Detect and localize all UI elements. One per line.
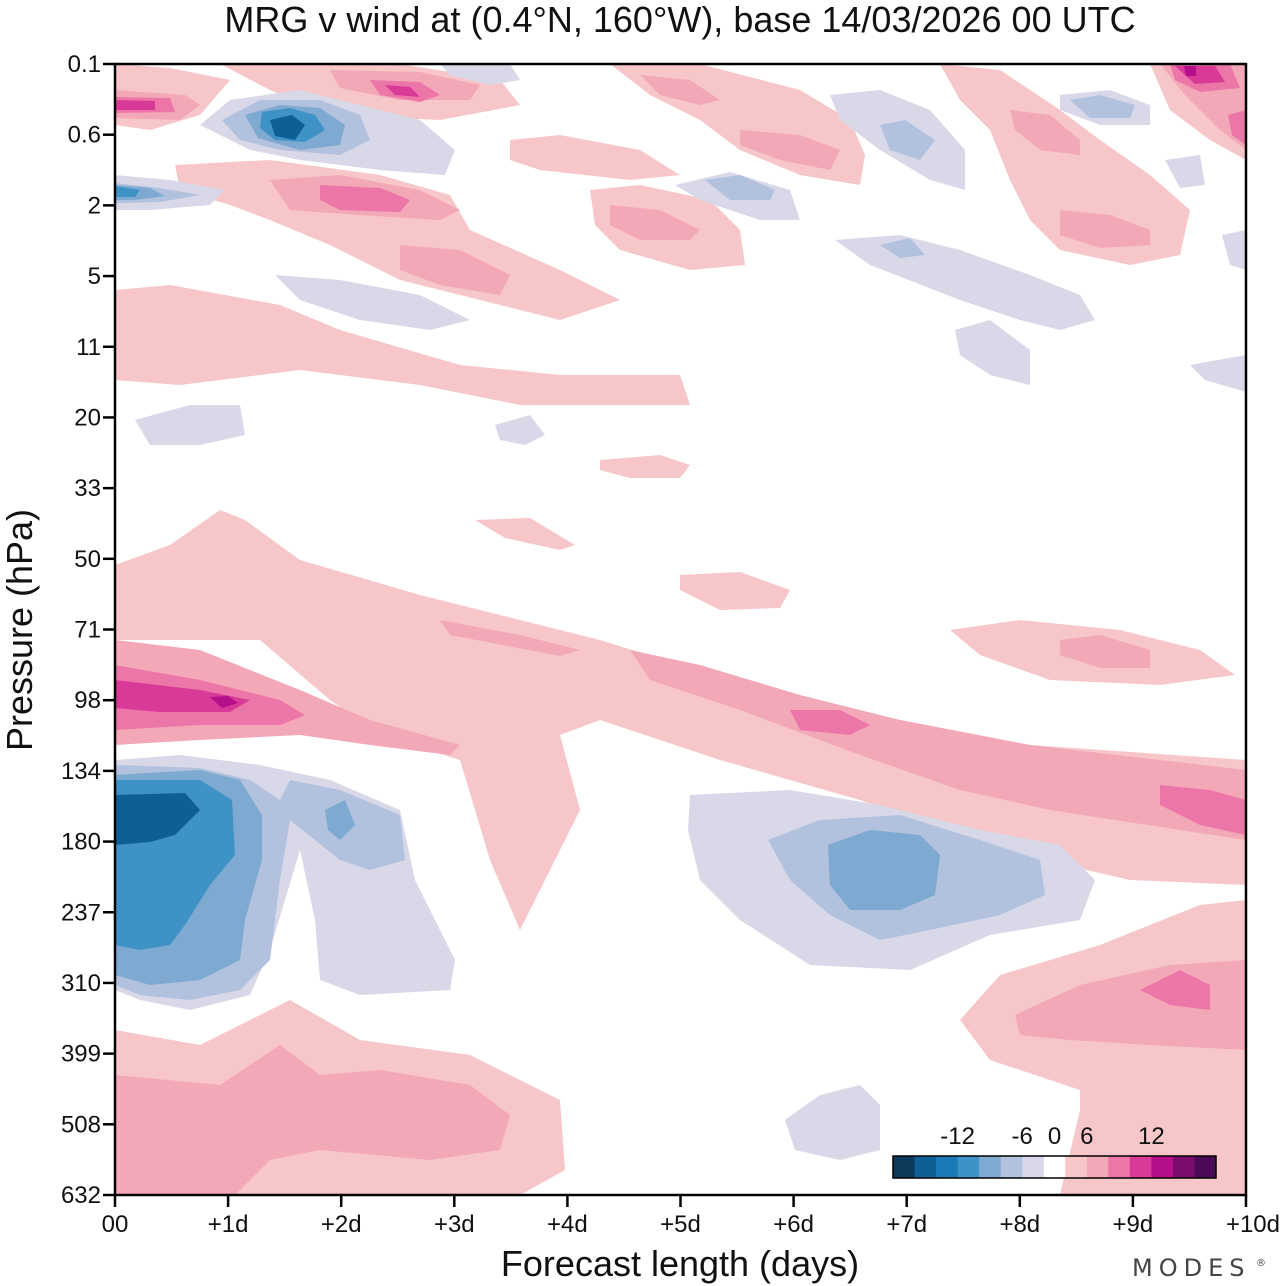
y-tick-label: 180 [61,829,101,856]
chart-title: MRG v wind at (0.4°N, 160°W), base 14/03… [224,0,1135,40]
colorbar-frame [892,1155,1217,1179]
x-axis-label: Forecast length (days) [501,1243,859,1284]
x-tick-label: +4d [547,1211,588,1238]
colorbar-swatch [1108,1156,1131,1178]
brand-logo: MODES [1132,1254,1250,1282]
x-tick-label: +2d [321,1211,362,1238]
colorbar-swatch [1000,1156,1023,1178]
colorbar-swatch [893,1156,916,1178]
y-axis: 0.1 0.6 2 5 11 20 33 50 71 98 134 180 237 310 399 508 63… [61,51,115,1209]
contour-pos-5 [210,66,1196,708]
y-tick-label: 508 [61,1111,101,1138]
colorbar-swatch [1129,1156,1152,1178]
colorbar-swatch [936,1156,959,1178]
x-tick-label: +10d [1226,1211,1280,1238]
plot-area [115,64,1246,1195]
colorbar-label: 6 [1080,1123,1093,1150]
y-tick-label: 399 [61,1041,101,1068]
y-tick-label: 98 [74,687,101,714]
y-tick-label: 71 [74,617,101,644]
contour-neg-5 [115,115,305,845]
colorbar-label: 12 [1138,1123,1165,1150]
colorbar-swatch [1043,1156,1066,1178]
contour-pos-4 [115,66,1225,712]
x-tick-label: +6d [773,1211,814,1238]
y-tick-label: 33 [74,475,101,502]
colorbar-swatch [1194,1156,1217,1178]
y-axis-label: Pressure (hPa) [0,509,40,751]
y-tick-label: 5 [88,263,101,290]
registered-mark: ® [1256,1258,1266,1269]
y-tick-label: 11 [76,334,101,361]
x-axis: 00 +1d +2d +3d +4d +5d +6d +7d +8d +9d +10d [102,1195,1280,1238]
colorbar-swatch [1022,1156,1045,1178]
colorbar-label: -6 [1012,1123,1033,1150]
y-tick-label: 310 [61,970,101,997]
y-tick-label: 632 [61,1182,101,1209]
x-tick-label: +7d [886,1211,927,1238]
y-tick-label: 20 [74,404,101,431]
contour-pos-3 [115,64,1246,1010]
x-tick-label: +3d [434,1211,475,1238]
x-tick-label: +9d [1113,1211,1154,1238]
x-tick-label: +8d [999,1211,1040,1238]
y-tick-label: 237 [61,899,101,926]
y-tick-label: 50 [74,546,101,573]
x-tick-label: 00 [102,1211,129,1238]
y-tick-label: 2 [88,192,101,219]
y-tick-label: 134 [61,758,101,785]
x-tick-label: +5d [660,1211,701,1238]
x-tick-label: +1d [208,1211,249,1238]
colorbar-swatch [1086,1156,1109,1178]
colorbar-swatch [914,1156,937,1178]
colorbar-swatch [979,1156,1002,1178]
colorbar-swatch [1172,1156,1195,1178]
y-tick-label: 0.1 [68,51,101,78]
colorbar: -12 -6 0 6 12 [892,1123,1217,1179]
colorbar-swatch [957,1156,980,1178]
y-tick-label: 0.6 [68,122,101,149]
colorbar-swatch [1065,1156,1088,1178]
colorbar-label: -12 [940,1123,975,1150]
colorbar-label: 0 [1048,1123,1061,1150]
colorbar-swatch [1151,1156,1174,1178]
